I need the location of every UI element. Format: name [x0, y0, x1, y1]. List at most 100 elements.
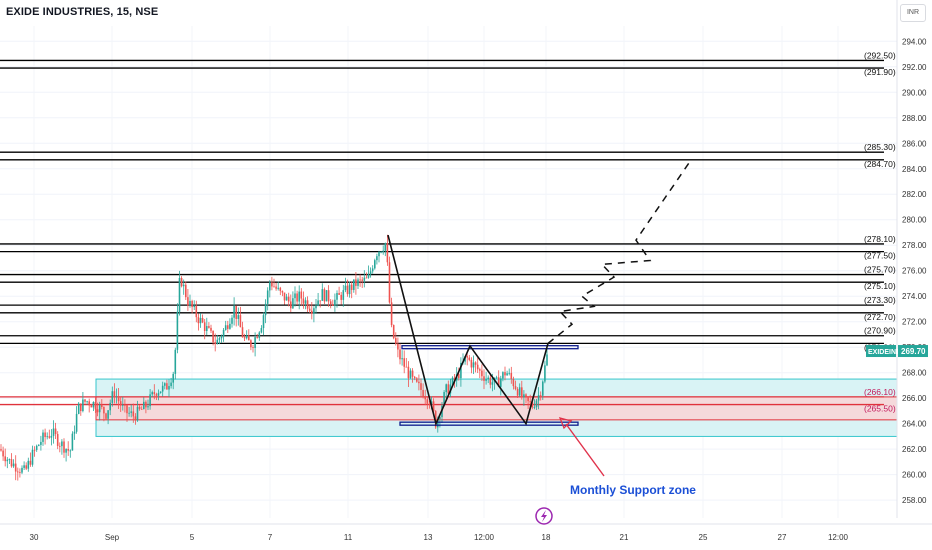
- candle-body: [363, 277, 366, 281]
- level-label: (284.70): [864, 159, 896, 169]
- candle-body: [418, 381, 420, 384]
- candle-body: [273, 286, 275, 288]
- candle-body: [180, 277, 183, 287]
- candle-body: [397, 343, 399, 350]
- candle-body: [338, 293, 340, 295]
- y-tick-label: 266.00: [902, 394, 927, 403]
- currency-badge[interactable]: INR: [900, 4, 926, 22]
- candle-body: [71, 433, 74, 451]
- price-axis[interactable]: 258.00260.00262.00264.00266.00268.00270.…: [896, 0, 927, 518]
- candle-body: [191, 300, 193, 308]
- candle-body: [170, 382, 172, 387]
- candle-body: [59, 445, 61, 447]
- candle-body: [227, 325, 229, 329]
- candle-body: [468, 357, 471, 360]
- candle-body: [296, 293, 298, 302]
- candle-body: [235, 305, 237, 319]
- candle-body: [470, 359, 473, 368]
- y-tick-label: 292.00: [902, 63, 927, 72]
- candle-body: [502, 372, 504, 379]
- candle-body: [96, 409, 99, 413]
- candle-body: [323, 289, 326, 302]
- candle-body: [315, 305, 317, 309]
- candle-body: [222, 329, 225, 337]
- candle-body: [285, 296, 288, 301]
- candle-body: [38, 444, 40, 446]
- candle-body: [325, 290, 328, 302]
- candle-body: [98, 404, 101, 413]
- candle-body: [384, 243, 387, 251]
- y-tick-label: 268.00: [902, 369, 927, 378]
- target-projection: [547, 158, 693, 344]
- candle-body: [434, 411, 437, 428]
- candle-body: [514, 386, 517, 390]
- candle-body: [256, 337, 258, 338]
- candle-body: [302, 298, 305, 304]
- bottom-rail: [399, 421, 579, 426]
- candle-body: [248, 335, 250, 341]
- candle-body: [510, 372, 513, 379]
- candle-body: [206, 326, 208, 331]
- candle-body: [149, 394, 151, 407]
- candle-body: [216, 339, 219, 345]
- candle-body: [252, 347, 254, 349]
- level-label: (285.30): [864, 142, 896, 152]
- level-label: (278.10): [864, 234, 896, 244]
- candle-body: [460, 362, 462, 379]
- candle-body: [80, 403, 82, 412]
- candle-body: [508, 372, 510, 374]
- candle-body: [428, 403, 431, 405]
- candle-body: [254, 337, 256, 349]
- candle-body: [476, 364, 479, 370]
- candle-body: [481, 370, 483, 377]
- candle-body: [277, 287, 279, 289]
- candle-body: [416, 378, 418, 382]
- candle-body: [63, 441, 65, 453]
- x-tick-label: 27: [778, 533, 787, 542]
- candle-body: [155, 394, 158, 396]
- candle-body: [33, 449, 36, 451]
- candle-body: [466, 356, 468, 358]
- candle-body: [413, 376, 416, 379]
- level-label: (272.70): [864, 312, 896, 322]
- candle-body: [166, 383, 168, 390]
- time-axis[interactable]: 30 Sep 5 7 11 13 12:00 18 21 25 27 12:00: [0, 523, 932, 542]
- candle-body: [357, 279, 359, 286]
- candle-body: [124, 404, 126, 406]
- candle-body: [77, 403, 80, 414]
- candle-body: [537, 395, 540, 401]
- candle-body: [107, 410, 109, 419]
- candle-body: [92, 401, 95, 408]
- candle-body: [172, 373, 174, 383]
- candle-body: [48, 436, 51, 438]
- candle-body: [376, 256, 378, 261]
- symbol-label: EXIDEIND: [868, 349, 901, 356]
- candle-body: [187, 297, 189, 306]
- candle-body: [75, 413, 78, 432]
- candle-body: [69, 450, 72, 452]
- candle-body: [176, 311, 179, 350]
- candle-body: [447, 384, 450, 394]
- candle-body: [298, 291, 300, 302]
- candle-body: [535, 400, 538, 408]
- candle-body: [151, 392, 153, 395]
- candle-body: [437, 419, 439, 428]
- candle-body: [2, 450, 4, 457]
- candle-body: [327, 290, 330, 302]
- candle-body: [346, 285, 349, 295]
- candle-body: [319, 300, 321, 302]
- candle-body: [378, 251, 380, 257]
- x-tick-label: 30: [30, 533, 39, 542]
- candle-body: [128, 412, 130, 414]
- candle-body: [239, 315, 242, 328]
- lightning-icon[interactable]: [535, 507, 553, 525]
- candle-body: [518, 387, 521, 396]
- candle-body: [275, 286, 277, 289]
- candle-body: [195, 305, 198, 318]
- candle-body: [445, 384, 447, 393]
- candle-body: [359, 279, 361, 281]
- annotation-arrow: [558, 417, 605, 477]
- x-tick-label: 21: [620, 533, 629, 542]
- candle-body: [199, 317, 202, 324]
